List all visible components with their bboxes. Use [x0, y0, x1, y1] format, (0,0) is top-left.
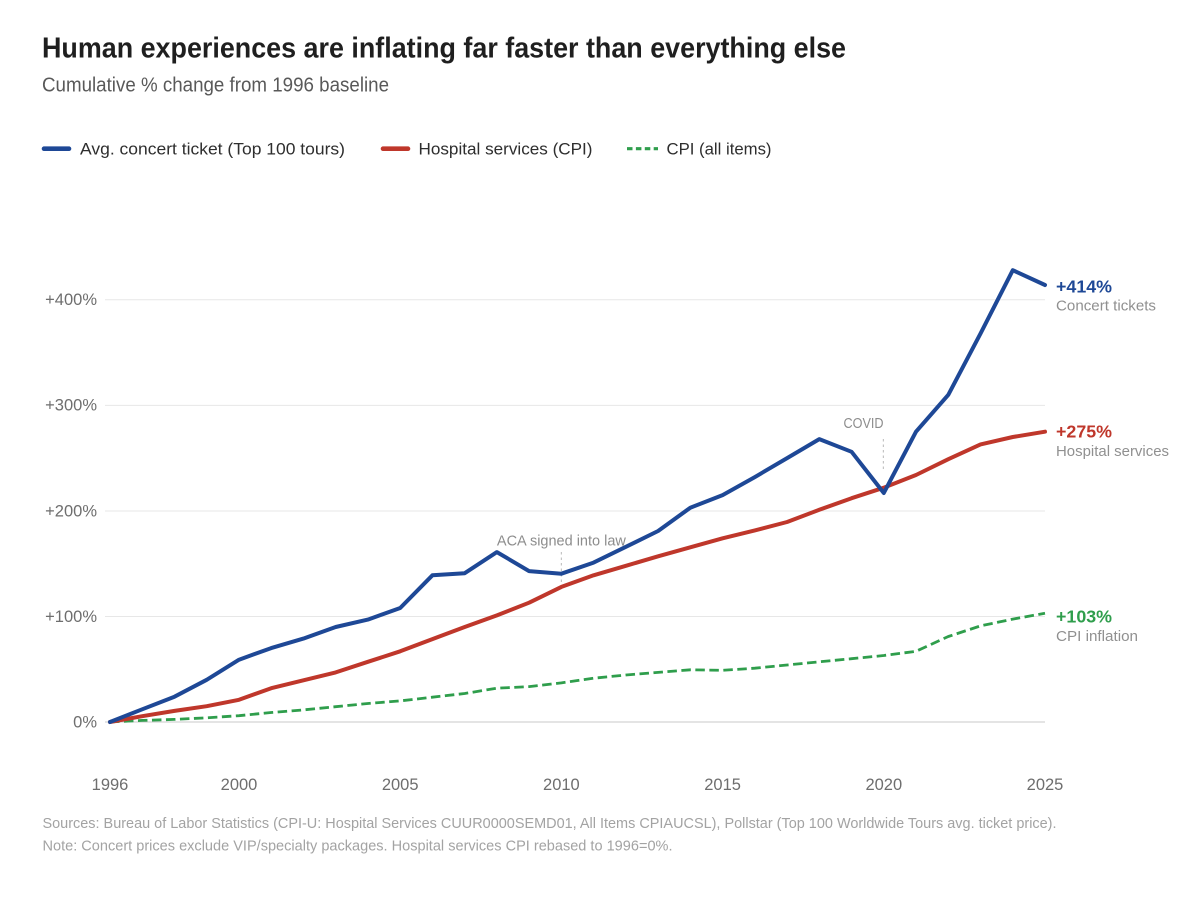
- svg-text:1996: 1996: [92, 776, 129, 794]
- svg-text:+103%: +103%: [1056, 607, 1112, 627]
- svg-text:+300%: +300%: [45, 397, 97, 415]
- svg-text:+100%: +100%: [45, 608, 97, 626]
- svg-text:+414%: +414%: [1056, 277, 1112, 297]
- svg-text:2020: 2020: [865, 776, 902, 794]
- svg-text:2010: 2010: [543, 776, 580, 794]
- svg-text:2025: 2025: [1027, 776, 1064, 794]
- svg-text:CPI inflation: CPI inflation: [1056, 629, 1138, 645]
- svg-text:+200%: +200%: [45, 502, 97, 520]
- svg-text:CPI (all items): CPI (all items): [667, 140, 772, 159]
- svg-text:2015: 2015: [704, 776, 741, 794]
- svg-text:2000: 2000: [221, 776, 258, 794]
- svg-text:+400%: +400%: [45, 291, 97, 309]
- svg-text:0%: 0%: [73, 713, 97, 731]
- svg-text:Avg. concert ticket (Top 100 t: Avg. concert ticket (Top 100 tours): [80, 140, 345, 159]
- svg-text:Cumulative % change from 1996: Cumulative % change from 1996 baseline: [42, 75, 389, 97]
- svg-text:COVID: COVID: [844, 415, 884, 432]
- svg-text:Concert tickets: Concert tickets: [1056, 299, 1156, 315]
- svg-text:+275%: +275%: [1056, 422, 1112, 442]
- svg-text:ACA signed into law: ACA signed into law: [497, 533, 626, 550]
- svg-text:Hospital services (CPI): Hospital services (CPI): [419, 140, 593, 159]
- svg-text:Sources: Bureau of Labor Stati: Sources: Bureau of Labor Statistics (CPI…: [43, 815, 1057, 832]
- svg-text:Note: Concert prices exclude V: Note: Concert prices exclude VIP/special…: [43, 838, 673, 855]
- svg-text:Hospital services: Hospital services: [1056, 444, 1169, 460]
- svg-text:Human experiences are inflatin: Human experiences are inflating far fast…: [42, 33, 846, 65]
- svg-text:2005: 2005: [382, 776, 419, 794]
